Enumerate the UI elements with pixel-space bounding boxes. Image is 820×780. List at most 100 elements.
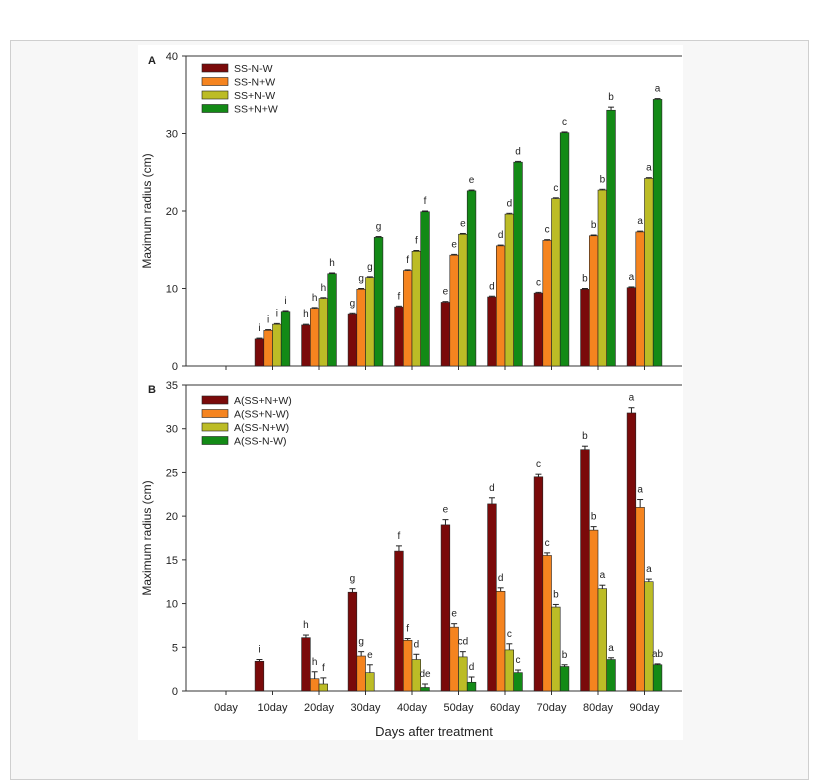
significance-letter: e [451, 609, 457, 620]
bar-ss-n-w [652, 99, 663, 367]
bar-ss-n-w [402, 270, 413, 367]
significance-letter: f [322, 663, 325, 674]
significance-letter: d [469, 662, 475, 673]
y-axis-label: Maximum radius (cm) [140, 153, 154, 268]
x-tick-label: 40day [397, 702, 427, 714]
significance-letter: b [591, 512, 597, 523]
significance-letter: i [284, 296, 286, 307]
significance-letter: a [637, 216, 643, 227]
significance-letter: h [303, 620, 309, 631]
significance-letter: e [460, 218, 466, 229]
bar-a-ss-n-w- [440, 524, 451, 692]
significance-letter: d [498, 230, 504, 241]
bar-a-ss-n-w- [466, 681, 477, 692]
significance-letter: c [553, 183, 558, 194]
bar-ss-n-w [635, 231, 645, 367]
bar-ss-n-w [466, 190, 477, 367]
y-tick-label: 10 [166, 284, 178, 296]
significance-letter: h [303, 309, 309, 320]
significance-letter: a [646, 163, 652, 174]
bar-a-ss-n-w- [301, 637, 311, 692]
legend-label: A(SS-N+W) [234, 422, 289, 434]
bar-ss-n-w [513, 161, 523, 367]
bar-a-ss-n-w- [652, 664, 663, 692]
significance-letter: i [276, 308, 278, 319]
bar-ss-n-w [606, 109, 616, 367]
bar-ss-n-w [495, 245, 506, 367]
bar-ss-n-w [318, 298, 328, 367]
bar-a-ss-n-w- [402, 639, 413, 692]
significance-letter: a [629, 393, 635, 404]
bar-a-ss-n-w- [542, 555, 552, 692]
bar-a-ss-n-w- [356, 655, 366, 692]
significance-letter: c [507, 629, 512, 640]
bar-ss-n-w [263, 330, 273, 367]
significance-letter: de [419, 669, 431, 680]
legend-swatch [201, 104, 229, 113]
bar-ss-n-w [272, 323, 282, 367]
bar-a-ss-n-w- [635, 507, 645, 692]
bar-ss-n-w [580, 288, 590, 367]
significance-letter: g [367, 262, 373, 273]
x-tick-label: 70day [537, 702, 567, 714]
bar-ss-n-w [542, 240, 552, 367]
legend-swatch [201, 395, 229, 405]
bar-ss-n-w [309, 308, 320, 367]
significance-letter: h [329, 258, 335, 269]
legend-label: SS+N-W [234, 90, 275, 102]
legend-swatch [201, 77, 229, 86]
bar-a-ss-n-w- [644, 581, 654, 692]
panel-label: A [148, 55, 156, 67]
bar-a-ss-n-w- [504, 649, 514, 692]
y-tick-label: 20 [166, 206, 178, 218]
significance-letter: f [398, 291, 401, 302]
bar-a-ss-n-w- [254, 660, 265, 692]
significance-letter: c [536, 459, 541, 470]
legend-swatch [201, 90, 229, 100]
legend-swatch [201, 422, 229, 432]
x-tick-label: 20day [304, 702, 334, 714]
bar-ss-n-w [458, 233, 468, 367]
significance-letter: c [562, 117, 567, 128]
significance-letter: c [545, 225, 550, 236]
bar-ss-n-w [559, 132, 570, 367]
bar-ss-n-w [301, 324, 311, 367]
y-tick-label: 0 [172, 686, 178, 698]
bar-ss-n-w [551, 198, 561, 367]
bar-a-ss-n-w- [606, 659, 616, 692]
panel-b: B 0 5 10 15 20 25 30 35 Maximum radius (cm) 0day 10… [140, 380, 682, 739]
significance-letter: a [600, 570, 606, 581]
y-tick-label: 30 [166, 129, 178, 141]
significance-letter: c [536, 277, 541, 288]
legend-swatch [201, 409, 229, 418]
significance-letter: ab [652, 649, 664, 660]
bar-a-ss-n-w- [626, 412, 637, 692]
legend-label: A(SS+N-W) [234, 409, 289, 421]
significance-letter: i [267, 315, 269, 326]
significance-letter: d [489, 281, 495, 292]
y-tick-label: 25 [166, 467, 178, 479]
bar-ss-n-w [411, 251, 421, 367]
significance-letter: cd [458, 637, 469, 648]
significance-letter: e [443, 287, 449, 298]
bar-ss-n-w [644, 178, 654, 367]
y-axis-label: Maximum radius (cm) [140, 480, 154, 595]
significance-letter: i [258, 323, 260, 334]
significance-letter: h [312, 293, 318, 304]
bar-ss-n-w [254, 338, 265, 367]
significance-letter: a [629, 272, 635, 283]
y-tick-label: 15 [166, 555, 178, 567]
significance-letter: e [451, 239, 457, 250]
significance-letter: d [507, 198, 513, 209]
bar-a-ss-n-w- [551, 606, 561, 692]
bar-a-ss-n-w- [580, 449, 590, 692]
bar-a-ss-n-w- [487, 503, 497, 692]
significance-letter: d [489, 483, 495, 494]
legend-label: A(SS-N-W) [234, 436, 287, 448]
y-tick-label: 0 [172, 361, 178, 373]
legend-swatch [201, 63, 229, 73]
bar-a-ss-n-w- [597, 588, 607, 692]
bar-ss-n-w [347, 313, 358, 367]
significance-letter: f [415, 236, 418, 247]
significance-letter: d [414, 639, 420, 650]
